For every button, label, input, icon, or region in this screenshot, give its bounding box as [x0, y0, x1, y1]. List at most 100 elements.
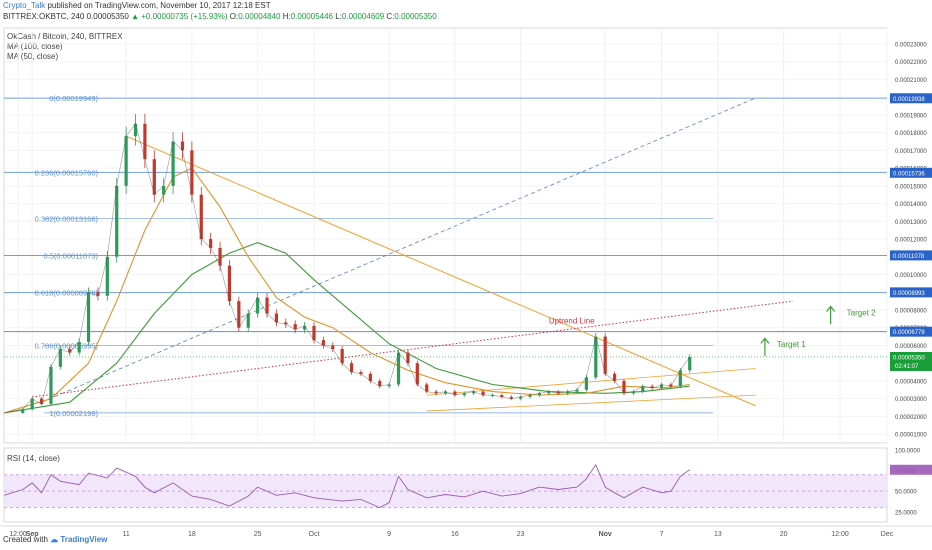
candle-body	[490, 395, 495, 397]
x-tick-label: Sep	[26, 531, 39, 538]
rsi-line	[3, 463, 690, 509]
candle-body	[575, 389, 579, 392]
tradingview-brand[interactable]: TradingView	[60, 535, 108, 544]
close-label: C:	[386, 12, 395, 21]
fib-level-label: 0.382(0.00013168)	[35, 214, 99, 223]
candle-body	[171, 141, 175, 186]
candle-body	[21, 409, 25, 413]
fib-level-label: 0.618(0.00008978)	[35, 289, 99, 298]
y-tick-label: 0.00008000	[895, 308, 927, 314]
x-tick-label: 25	[254, 531, 262, 538]
candle-body	[39, 398, 44, 404]
candle-body	[227, 265, 232, 302]
candle-body	[58, 349, 62, 367]
fib-price-tag: 0.00011078	[893, 254, 925, 260]
candle-body	[434, 391, 438, 394]
y-tick-label: 0.00021000	[895, 78, 927, 84]
publish-info: published on TradingView.com, November 1…	[47, 1, 271, 10]
price-change: +0.00000735 (+15.93%)	[141, 12, 228, 21]
y-tick-label: 0.00003000	[895, 397, 927, 403]
candle-body	[105, 256, 109, 296]
x-tick-label: 11	[122, 531, 129, 538]
ohlc-line: BITTREX:OKBTC, 240 0.00005350 ▲ +0.00000…	[3, 12, 437, 22]
candle-body	[124, 136, 128, 186]
candle-body	[425, 384, 429, 392]
open-value: 0.00004840	[238, 12, 281, 21]
candle-body	[180, 141, 185, 151]
channel-lower-line	[426, 394, 756, 412]
y-tick-label: 0.00017000	[895, 149, 927, 155]
tradingview-logo-icon[interactable]: ☁	[50, 535, 59, 544]
x-tick-label: 20	[780, 531, 788, 538]
target1-label: Target 1	[777, 340, 806, 349]
candle-body	[30, 398, 34, 410]
fib-level-label: 0.236(0.00015760)	[35, 168, 99, 177]
fib-level-label: 0(0.00019949)	[49, 94, 98, 103]
rsi-legend: RSI (14, close)	[7, 454, 60, 463]
candle-body	[387, 384, 391, 387]
candle-body	[143, 123, 147, 160]
candle-body	[321, 340, 325, 346]
candle-body	[556, 391, 560, 394]
x-tick-label: Oct	[309, 531, 320, 538]
candle-body	[472, 391, 476, 394]
candle-body	[256, 297, 260, 314]
y-tick-label: 0.00013000	[895, 220, 927, 226]
candle-body	[284, 322, 288, 325]
candle-body	[199, 194, 203, 240]
target2-label: Target 2	[847, 308, 876, 317]
y-tick-label: 0.00012000	[895, 238, 927, 244]
candle-body	[462, 393, 466, 396]
y-tick-label: 0.00014000	[895, 202, 927, 208]
candle-body	[331, 345, 335, 350]
candle-body	[77, 341, 81, 353]
footer: Created with ☁ TradingView	[3, 535, 107, 544]
rsi-tick-label: 100.0000	[895, 449, 921, 455]
y-tick-label: 0.00019000	[895, 113, 927, 119]
x-tick-label: 12:00	[9, 531, 27, 538]
low-label: L:	[335, 12, 342, 21]
candle-body	[115, 185, 119, 257]
candle-body	[340, 349, 344, 364]
candle-body	[537, 393, 542, 396]
candle-body	[566, 391, 570, 394]
candle-body	[359, 372, 363, 374]
fibonacci-levels: 0(0.00019949) 0.236(0.00015760) 0.382(0.00…	[4, 94, 887, 418]
descending-trend-line	[125, 135, 756, 407]
channel-upper-line	[426, 368, 756, 396]
candle-body	[547, 391, 551, 394]
x-tick-label: 13	[714, 531, 722, 538]
y-tick-label: 0.00022000	[895, 60, 927, 66]
symbol-label: BITTREX:OKBTC, 240	[3, 12, 85, 21]
price-tags: 0.00019938 0.00015736 0.00011078 0.00008993…	[4, 93, 932, 475]
fib-price-tag-bg	[890, 250, 932, 261]
author-link[interactable]: Crypto_Talk	[3, 1, 46, 10]
candle-body	[415, 363, 419, 385]
drawings: Uptrend Line Target 1 Target 2	[32, 97, 876, 412]
y-tick-label: 0.00018000	[895, 131, 927, 137]
candle-body	[453, 391, 457, 396]
candle-body	[312, 325, 316, 341]
low-value: 0.00004609	[341, 12, 385, 21]
candle-body	[612, 373, 617, 381]
fib-price-tag-bg	[890, 287, 932, 298]
uptrend-label: Uptrend Line	[549, 317, 595, 326]
candle-body	[688, 356, 692, 371]
candle-body	[659, 384, 664, 389]
fib-price-tag: 0.00008993	[893, 291, 925, 297]
y-tick-label: 0.00004000	[895, 379, 927, 385]
candle-body	[603, 336, 607, 374]
x-tick-label: Dec	[881, 531, 894, 538]
fib-level-label: 0.786(0.00005995)	[35, 342, 99, 351]
candle-body	[622, 380, 626, 394]
chart-title: OkCash / Bitcoin, 240, BITTREX	[7, 32, 123, 41]
candle-body	[349, 363, 354, 373]
y-tick-label: 0.00001000	[895, 433, 927, 439]
candle-body	[237, 301, 241, 328]
fib-price-tag-bg	[890, 167, 932, 178]
candle-body	[396, 352, 401, 385]
up-arrow-icon: ▲	[131, 12, 140, 21]
candle-body	[152, 159, 156, 195]
fib-price-tag: 0.00015736	[893, 171, 925, 177]
